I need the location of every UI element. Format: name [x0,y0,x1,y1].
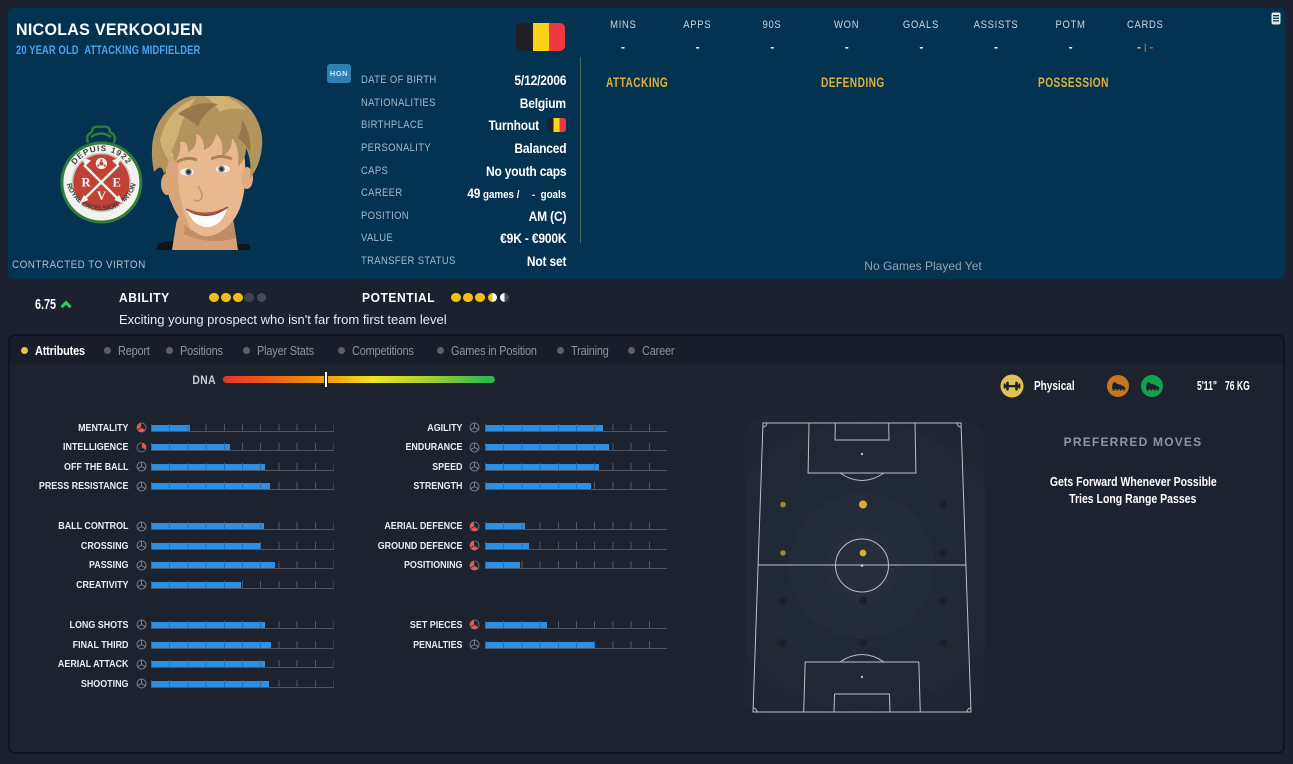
svg-text:E: E [113,176,121,190]
svg-text:V: V [97,189,106,203]
svg-text:R: R [82,176,92,190]
